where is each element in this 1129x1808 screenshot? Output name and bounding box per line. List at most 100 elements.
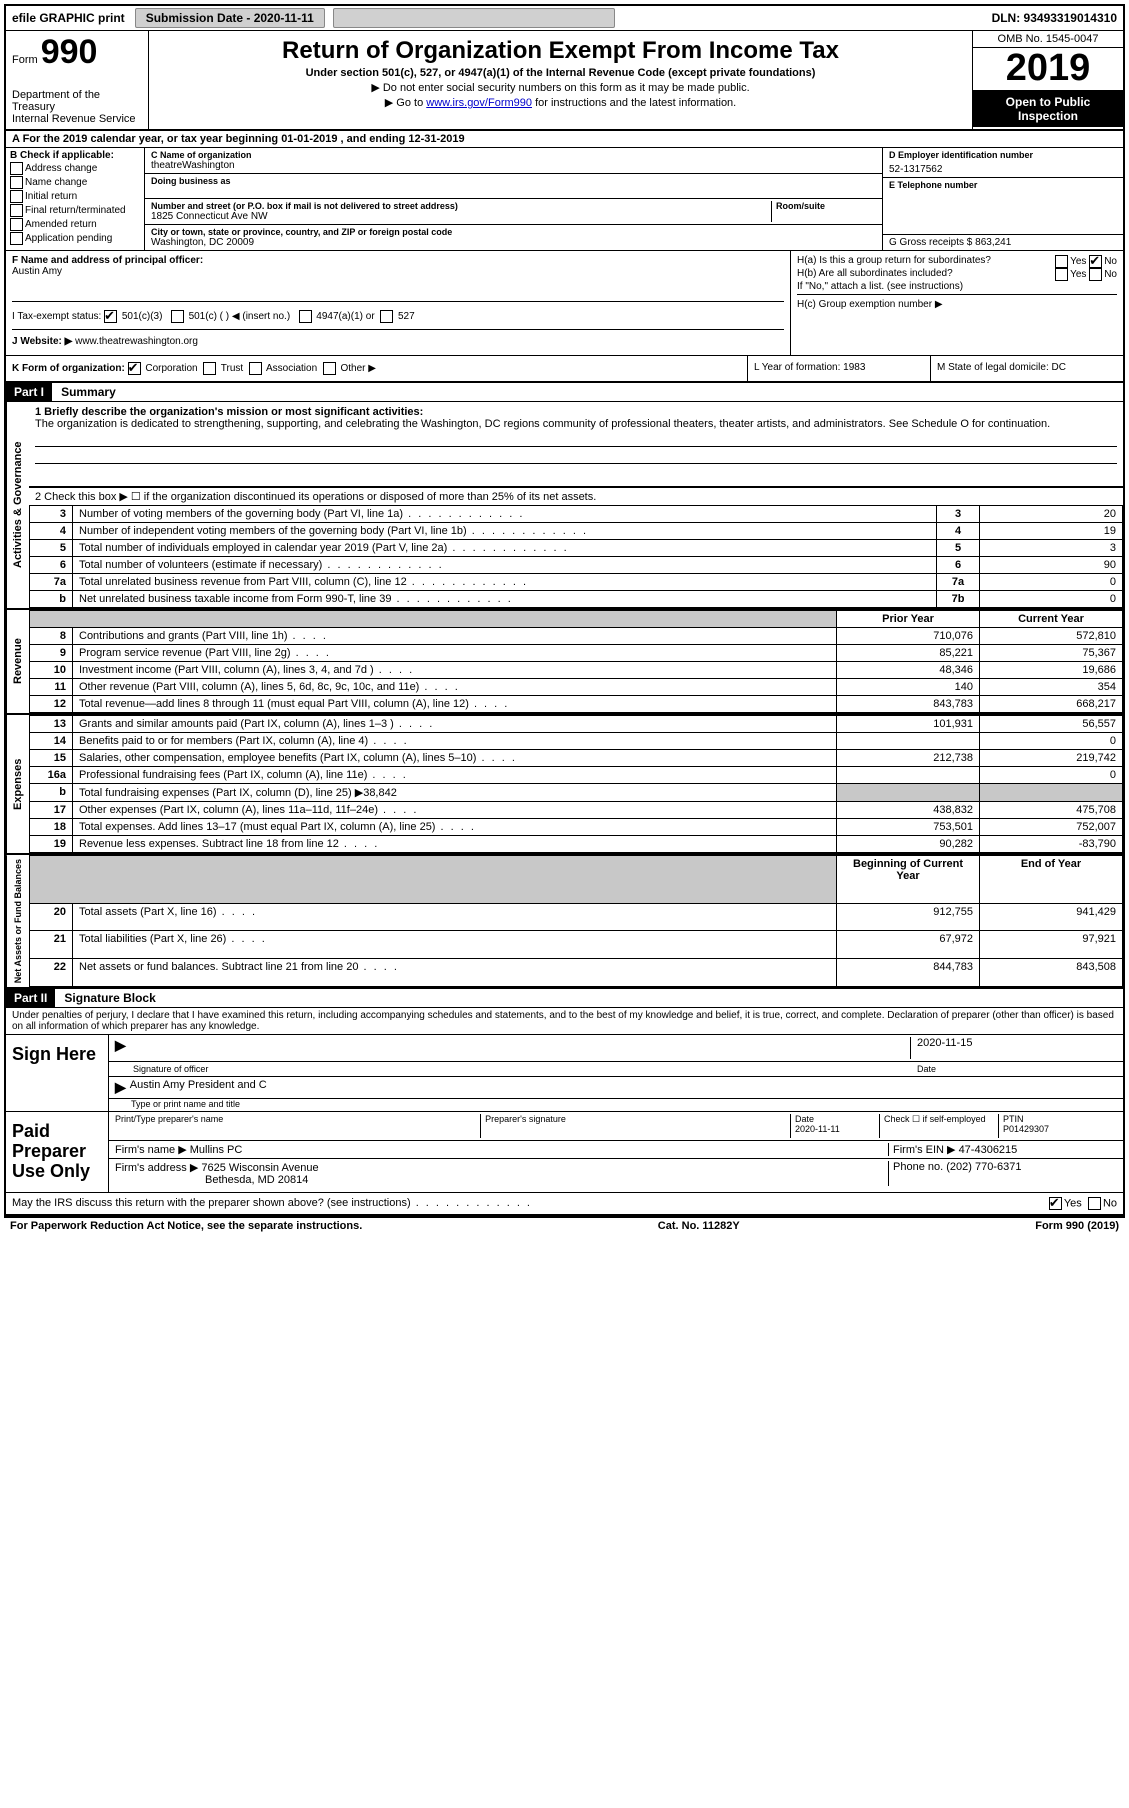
street-address: 1825 Connecticut Ave NW bbox=[151, 211, 771, 222]
beginning-year-value: 67,972 bbox=[837, 931, 980, 959]
line-text: Professional fundraising fees (Part IX, … bbox=[73, 767, 837, 784]
website-value: www.theatrewashington.org bbox=[75, 336, 198, 347]
col-header: End of Year bbox=[980, 856, 1123, 904]
prior-year-value: 85,221 bbox=[837, 645, 980, 662]
chk-trust[interactable] bbox=[203, 362, 216, 375]
firm-addr2: Bethesda, MD 20814 bbox=[205, 1174, 308, 1186]
line-text: Number of voting members of the governin… bbox=[73, 506, 937, 523]
discuss-yes[interactable] bbox=[1049, 1197, 1062, 1210]
beginning-year-value: 844,783 bbox=[837, 959, 980, 987]
self-employed-check[interactable]: Check ☐ if self-employed bbox=[880, 1114, 999, 1138]
tab-net-assets: Net Assets or Fund Balances bbox=[6, 855, 29, 987]
current-year-value: 56,557 bbox=[980, 716, 1123, 733]
chk-corporation[interactable] bbox=[128, 362, 141, 375]
beginning-year-value: 912,755 bbox=[837, 903, 980, 931]
current-year-value: 475,708 bbox=[980, 802, 1123, 819]
line-value: 0 bbox=[980, 574, 1123, 591]
main-title: Return of Organization Exempt From Incom… bbox=[159, 37, 962, 65]
line-number: 3 bbox=[30, 506, 73, 523]
j-label: J Website: ▶ bbox=[12, 336, 72, 347]
chk-association[interactable] bbox=[249, 362, 262, 375]
line-text: Grants and similar amounts paid (Part IX… bbox=[73, 716, 837, 733]
firm-name-value: Mullins PC bbox=[190, 1144, 243, 1156]
line-number: 6 bbox=[30, 557, 73, 574]
chk-other[interactable] bbox=[323, 362, 336, 375]
chk-name-change[interactable]: Name change bbox=[10, 176, 140, 189]
line-value: 0 bbox=[980, 591, 1123, 608]
current-year-value: 75,367 bbox=[980, 645, 1123, 662]
ha-label: H(a) Is this a group return for subordin… bbox=[797, 255, 991, 266]
line-text: Number of independent voting members of … bbox=[73, 523, 937, 540]
ha-no[interactable] bbox=[1089, 255, 1102, 268]
prior-year-value bbox=[837, 767, 980, 784]
irs-link[interactable]: www.irs.gov/Form990 bbox=[426, 97, 532, 109]
tax-year: 2019 bbox=[973, 48, 1123, 91]
line-number: 8 bbox=[30, 628, 73, 645]
discuss-question: May the IRS discuss this return with the… bbox=[12, 1197, 532, 1210]
row-a-period: A For the 2019 calendar year, or tax yea… bbox=[6, 131, 1123, 148]
chk-4947[interactable] bbox=[299, 310, 312, 323]
chk-527[interactable] bbox=[380, 310, 393, 323]
line-number: 14 bbox=[30, 733, 73, 750]
line-number: 22 bbox=[30, 959, 73, 987]
prior-year-value: 710,076 bbox=[837, 628, 980, 645]
ptin-value: P01429307 bbox=[1003, 1124, 1113, 1134]
submission-date-button[interactable]: Submission Date - 2020-11-11 bbox=[135, 8, 325, 28]
i-label: I Tax-exempt status: bbox=[12, 311, 101, 322]
line2-text: 2 Check this box ▶ ☐ if the organization… bbox=[29, 488, 1123, 505]
chk-501c[interactable] bbox=[171, 310, 184, 323]
chk-501c3[interactable] bbox=[104, 310, 117, 323]
line-box: 4 bbox=[937, 523, 980, 540]
line-number: 4 bbox=[30, 523, 73, 540]
prior-year-value: 140 bbox=[837, 679, 980, 696]
part2-title: Signature Block bbox=[58, 989, 161, 1007]
footer-mid: Cat. No. 11282Y bbox=[658, 1220, 740, 1232]
line-text: Contributions and grants (Part VIII, lin… bbox=[73, 628, 837, 645]
line-text: Total assets (Part X, line 16) bbox=[73, 903, 837, 931]
blank-button[interactable] bbox=[333, 8, 615, 28]
type-print-label: Type or print name and title bbox=[109, 1099, 1123, 1111]
hb-yes[interactable] bbox=[1055, 268, 1068, 281]
date-label: Date bbox=[917, 1064, 1117, 1074]
f-label: F Name and address of principal officer: bbox=[12, 255, 203, 266]
chk-amended-return[interactable]: Amended return bbox=[10, 218, 140, 231]
chk-address-change[interactable]: Address change bbox=[10, 162, 140, 175]
footer-left: For Paperwork Reduction Act Notice, see … bbox=[10, 1220, 362, 1232]
line-value: 3 bbox=[980, 540, 1123, 557]
paid-preparer-label: Paid Preparer Use Only bbox=[6, 1112, 109, 1191]
line-text: Program service revenue (Part VIII, line… bbox=[73, 645, 837, 662]
hb-no[interactable] bbox=[1089, 268, 1102, 281]
city-state-zip: Washington, DC 20009 bbox=[151, 237, 876, 248]
line-number: b bbox=[30, 591, 73, 608]
prep-date-label: Date bbox=[795, 1114, 875, 1124]
end-year-value: 97,921 bbox=[980, 931, 1123, 959]
line-number: 10 bbox=[30, 662, 73, 679]
chk-application-pending[interactable]: Application pending bbox=[10, 232, 140, 245]
subtitle-3: ▶ Go to www.irs.gov/Form990 for instruct… bbox=[159, 96, 962, 109]
k-label: K Form of organization: bbox=[12, 363, 125, 374]
end-year-value: 843,508 bbox=[980, 959, 1123, 987]
line-number: 5 bbox=[30, 540, 73, 557]
line-box: 7b bbox=[937, 591, 980, 608]
current-year-value: 752,007 bbox=[980, 819, 1123, 836]
phone-label: Phone no. bbox=[893, 1161, 943, 1173]
dba-label: Doing business as bbox=[151, 176, 876, 186]
line-text: Benefits paid to or for members (Part IX… bbox=[73, 733, 837, 750]
line-text: Total revenue—add lines 8 through 11 (mu… bbox=[73, 696, 837, 713]
line-value: 20 bbox=[980, 506, 1123, 523]
tab-revenue: Revenue bbox=[6, 610, 29, 713]
chk-final-return[interactable]: Final return/terminated bbox=[10, 204, 140, 217]
ha-yes[interactable] bbox=[1055, 255, 1068, 268]
line-text: Salaries, other compensation, employee b… bbox=[73, 750, 837, 767]
current-year-value: 219,742 bbox=[980, 750, 1123, 767]
open-public-badge: Open to Public Inspection bbox=[973, 91, 1123, 127]
omb-number: OMB No. 1545-0047 bbox=[973, 31, 1123, 48]
form-number: 990 bbox=[41, 33, 98, 71]
subtitle-1: Under section 501(c), 527, or 4947(a)(1)… bbox=[159, 67, 962, 79]
sig-date-value: 2020-11-15 bbox=[910, 1037, 1117, 1059]
chk-initial-return[interactable]: Initial return bbox=[10, 190, 140, 203]
prep-date-value: 2020-11-11 bbox=[795, 1124, 875, 1134]
discuss-no[interactable] bbox=[1088, 1197, 1101, 1210]
arrow-icon: ▶ bbox=[115, 1079, 126, 1096]
line-number: 17 bbox=[30, 802, 73, 819]
